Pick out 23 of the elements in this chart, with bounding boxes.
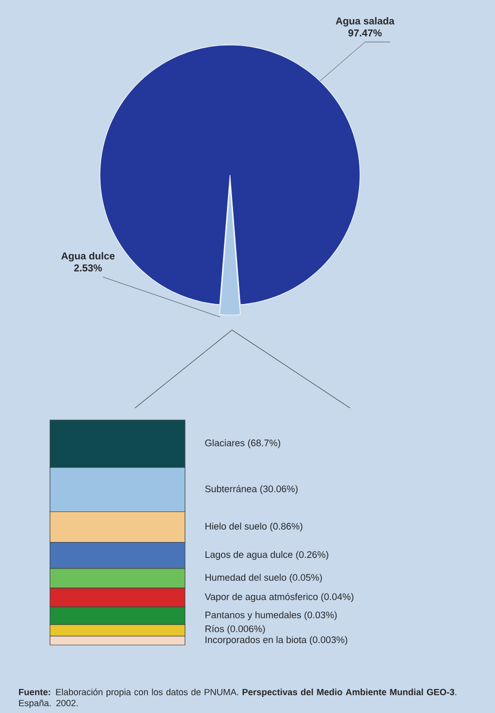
data-label: (30.06%) bbox=[260, 485, 298, 494]
data-label: 97.47% bbox=[348, 29, 382, 36]
data-label: (0.05%) bbox=[290, 574, 322, 583]
category-label: Humedad del suelo bbox=[206, 574, 286, 581]
text: Fuente: Elaboración propia con los datos de PNUMA. Perspectivas del Medio Ambiente Mundial GEO-3. España. 2002. bbox=[19, 688, 456, 708]
category-label: Glaciares bbox=[205, 439, 244, 446]
data-label: (0.86%) bbox=[270, 522, 302, 532]
data-label: (0.03%) bbox=[304, 611, 337, 620]
data-label: (0.26%) bbox=[296, 550, 328, 560]
slice-label: Agua dulce bbox=[61, 252, 115, 262]
slice-label: Agua salada bbox=[336, 17, 395, 26]
category-label: Lagos de agua dulce bbox=[206, 550, 292, 560]
data-label: (0.003%) bbox=[310, 636, 348, 645]
data-label: (0.006%) bbox=[227, 625, 265, 634]
data-label: (68.7%) bbox=[248, 439, 280, 448]
category-label: Ríos bbox=[206, 625, 224, 632]
category-label: Incorporados en la biota bbox=[206, 636, 307, 645]
data-label: (0.04%) bbox=[321, 593, 354, 602]
data-label: 2.53% bbox=[74, 264, 102, 272]
category-label: Subterránea bbox=[205, 485, 258, 492]
category-label: Hielo del suelo bbox=[206, 522, 267, 530]
category-label: Vapor de agua atmósferico bbox=[204, 593, 318, 602]
category-label: Pantanos y humedales bbox=[206, 611, 302, 620]
